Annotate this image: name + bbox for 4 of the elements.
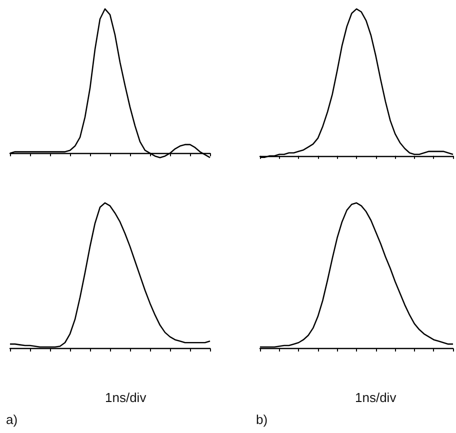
text: 1ns/div [355, 390, 397, 405]
text: a) [6, 412, 18, 427]
text: 1ns/div [105, 390, 147, 405]
text: b) [256, 412, 268, 427]
